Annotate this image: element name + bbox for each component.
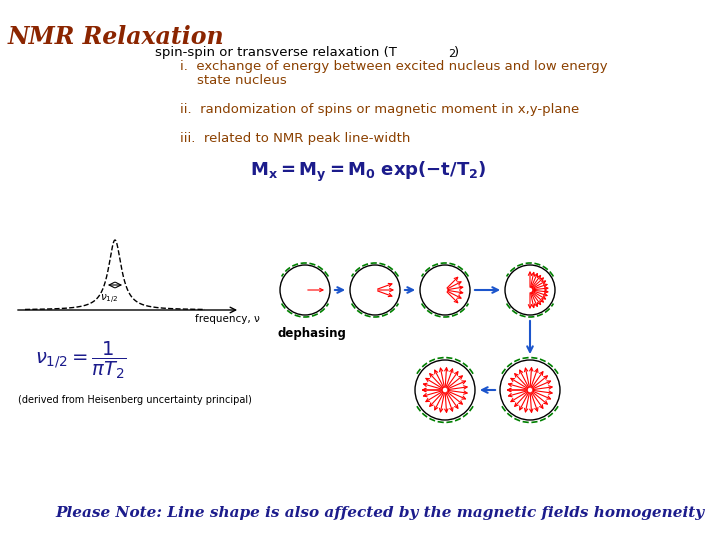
Text: Please Note: Line shape is also affected by the magnetic fields homogeneity: Please Note: Line shape is also affected… (55, 506, 704, 520)
Text: i.  exchange of energy between excited nucleus and low energy: i. exchange of energy between excited nu… (180, 60, 608, 73)
Text: 2: 2 (448, 49, 455, 59)
Ellipse shape (350, 265, 400, 315)
Text: ): ) (454, 46, 459, 59)
Text: spin-spin or transverse relaxation (T: spin-spin or transverse relaxation (T (155, 46, 397, 59)
Text: state nucleus: state nucleus (180, 74, 287, 87)
Ellipse shape (415, 360, 475, 420)
Text: $\nu_{1/2}$: $\nu_{1/2}$ (100, 293, 119, 306)
Text: $\mathbf{M_x = M_y = M_0\ exp(-t/T_2)}$: $\mathbf{M_x = M_y = M_0\ exp(-t/T_2)}$ (250, 160, 487, 184)
Text: (derived from Heisenberg uncertainty principal): (derived from Heisenberg uncertainty pri… (18, 395, 252, 405)
Ellipse shape (280, 265, 330, 315)
Ellipse shape (420, 265, 470, 315)
Text: iii.  related to NMR peak line-width: iii. related to NMR peak line-width (180, 132, 410, 145)
Ellipse shape (505, 265, 555, 315)
Text: NMR Relaxation: NMR Relaxation (8, 25, 225, 49)
Text: frequency, ν: frequency, ν (195, 314, 260, 324)
Text: $\nu_{1/2} = \dfrac{1}{\pi T_2}$: $\nu_{1/2} = \dfrac{1}{\pi T_2}$ (35, 340, 127, 381)
Ellipse shape (500, 360, 560, 420)
Text: ii.  randomization of spins or magnetic moment in x,y-plane: ii. randomization of spins or magnetic m… (180, 103, 580, 116)
Text: dephasing: dephasing (278, 327, 347, 340)
